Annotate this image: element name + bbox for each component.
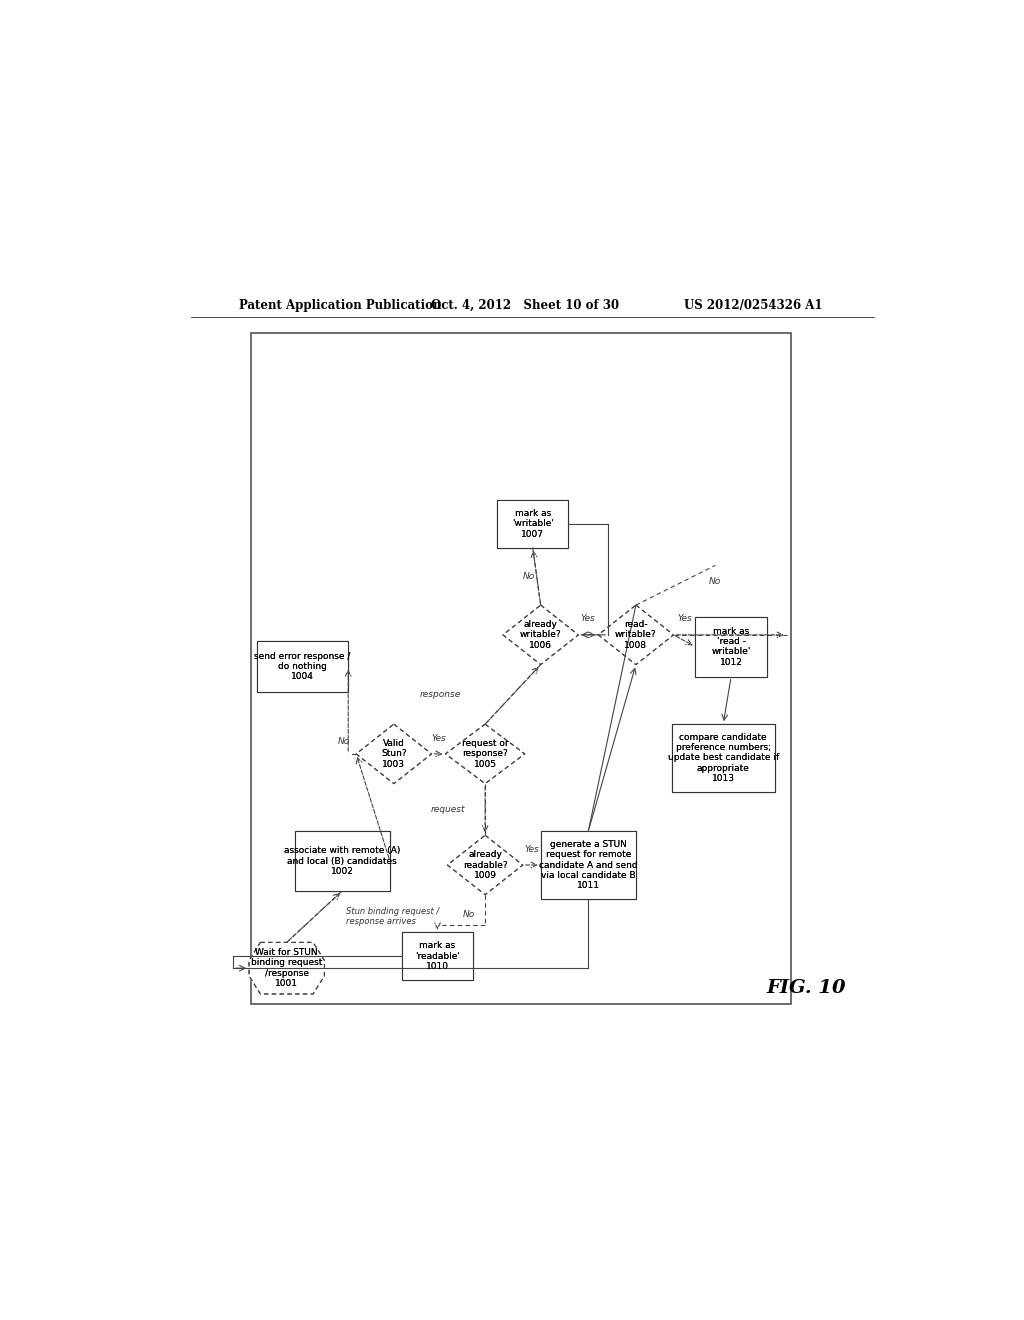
- Polygon shape: [445, 725, 524, 784]
- Polygon shape: [503, 605, 579, 664]
- Text: mark as
'writable'
1007: mark as 'writable' 1007: [512, 508, 554, 539]
- Bar: [695, 616, 767, 677]
- Text: mark as
'writable'
1007: mark as 'writable' 1007: [512, 508, 554, 539]
- Text: generate a STUN
request for remote
candidate A and send
via local candidate B
10: generate a STUN request for remote candi…: [539, 840, 638, 890]
- Text: request or
response?
1005: request or response? 1005: [462, 739, 509, 768]
- Text: mark as
'read -
writable'
1012: mark as 'read - writable' 1012: [712, 627, 751, 667]
- Text: read-
writable?
1008: read- writable? 1008: [615, 620, 656, 649]
- Text: already
readable?
1009: already readable? 1009: [463, 850, 508, 880]
- Text: Yes: Yes: [677, 615, 692, 623]
- Bar: [401, 932, 473, 979]
- Text: read-
writable?
1008: read- writable? 1008: [615, 620, 656, 649]
- Bar: [497, 500, 568, 548]
- Text: request or
response?
1005: request or response? 1005: [462, 739, 509, 768]
- Bar: [672, 725, 775, 792]
- Polygon shape: [447, 836, 523, 895]
- Bar: [541, 832, 636, 899]
- Text: Yes: Yes: [431, 734, 445, 743]
- Text: No: No: [522, 572, 535, 581]
- Bar: [401, 932, 473, 979]
- Text: generate a STUN
request for remote
candidate A and send
via local candidate B
10: generate a STUN request for remote candi…: [539, 840, 638, 890]
- Text: Valid
Stun?
1003: Valid Stun? 1003: [381, 739, 407, 768]
- Text: already
readable?
1009: already readable? 1009: [463, 850, 508, 880]
- Text: US 2012/0254326 A1: US 2012/0254326 A1: [684, 300, 822, 312]
- Polygon shape: [447, 836, 523, 895]
- Bar: [695, 616, 767, 677]
- Polygon shape: [598, 605, 674, 664]
- Polygon shape: [249, 942, 325, 994]
- Text: Yes: Yes: [581, 615, 596, 623]
- Bar: [251, 333, 791, 1005]
- Bar: [257, 640, 348, 693]
- Text: Oct. 4, 2012   Sheet 10 of 30: Oct. 4, 2012 Sheet 10 of 30: [431, 300, 618, 312]
- Polygon shape: [598, 605, 674, 664]
- Text: response: response: [420, 690, 462, 698]
- Text: Wait for STUN
binding request
/response
1001: Wait for STUN binding request /response …: [251, 948, 323, 989]
- Polygon shape: [445, 725, 524, 784]
- Bar: [295, 832, 390, 891]
- Polygon shape: [249, 942, 325, 994]
- Text: compare candidate
preference numbers;
update best candidate if
appropriate
1013: compare candidate preference numbers; up…: [668, 733, 779, 783]
- Text: already
writable?
1006: already writable? 1006: [520, 620, 561, 649]
- Text: mark as
'read -
writable'
1012: mark as 'read - writable' 1012: [712, 627, 751, 667]
- Text: send error response /
do nothing
1004: send error response / do nothing 1004: [254, 652, 351, 681]
- Text: Valid
Stun?
1003: Valid Stun? 1003: [381, 739, 407, 768]
- Text: No: No: [338, 738, 350, 747]
- Polygon shape: [356, 725, 431, 784]
- Polygon shape: [503, 605, 579, 664]
- Text: Wait for STUN
binding request
/response
1001: Wait for STUN binding request /response …: [251, 948, 323, 989]
- Text: mark as
'readable'
1010: mark as 'readable' 1010: [415, 941, 460, 972]
- Bar: [295, 832, 390, 891]
- Text: Yes: Yes: [524, 845, 539, 854]
- Polygon shape: [356, 725, 431, 784]
- Bar: [672, 725, 775, 792]
- Bar: [497, 500, 568, 548]
- Text: request: request: [431, 805, 465, 814]
- Text: associate with remote (A)
and local (B) candidates
1002: associate with remote (A) and local (B) …: [284, 846, 400, 876]
- Text: send error response /
do nothing
1004: send error response / do nothing 1004: [254, 652, 351, 681]
- Text: already
writable?
1006: already writable? 1006: [520, 620, 561, 649]
- Text: Patent Application Publication: Patent Application Publication: [240, 300, 441, 312]
- Text: compare candidate
preference numbers;
update best candidate if
appropriate
1013: compare candidate preference numbers; up…: [668, 733, 779, 783]
- Text: Stun binding request /
response arrives: Stun binding request / response arrives: [346, 907, 439, 927]
- Text: associate with remote (A)
and local (B) candidates
1002: associate with remote (A) and local (B) …: [284, 846, 400, 876]
- Bar: [257, 640, 348, 693]
- Text: No: No: [710, 577, 721, 586]
- Text: FIG. 10: FIG. 10: [767, 979, 847, 997]
- Bar: [541, 832, 636, 899]
- Text: No: No: [463, 909, 475, 919]
- Text: mark as
'readable'
1010: mark as 'readable' 1010: [415, 941, 460, 972]
